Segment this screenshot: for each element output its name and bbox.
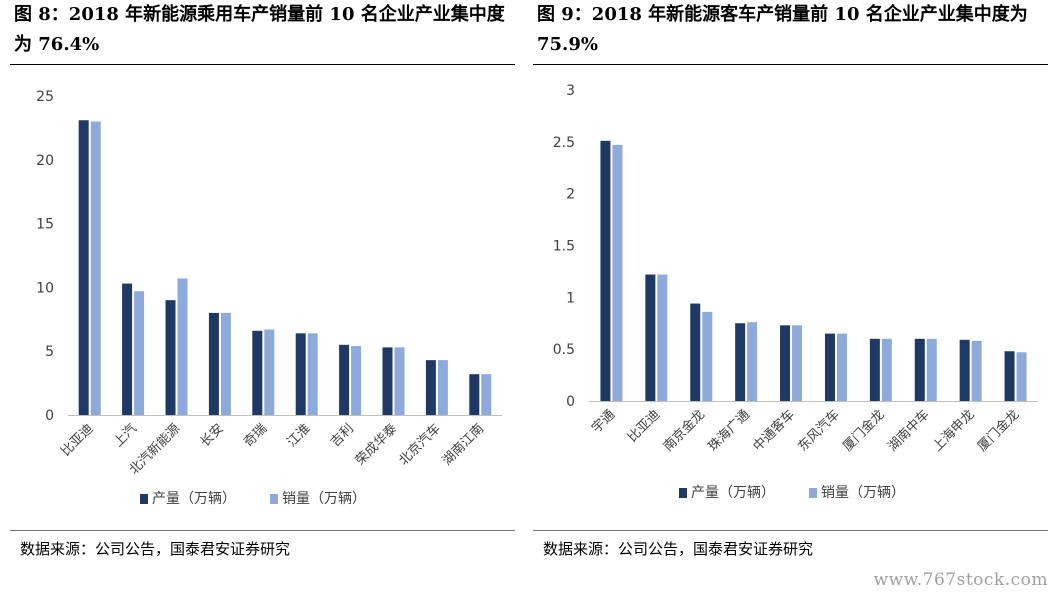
bar-production [735, 323, 746, 401]
figure-8-source: 数据来源：公司公告，国泰君安证券研究 [20, 540, 291, 558]
bar-production [824, 333, 835, 401]
legend-swatch-production [140, 494, 148, 504]
bar-sales [836, 333, 847, 401]
figure-8-title: 图 8：2018 年新能源乘用车产销量前 10 名企业产业集中度为 76.4% [14, 4, 505, 55]
figure-9-source: 数据来源：公司公告，国泰君安证券研究 [543, 540, 814, 558]
bar-production [869, 338, 880, 401]
right-panel: 图 9：2018 年新能源客车产销量前 10 名企业产业集中度为 75.9% 0… [533, 0, 1048, 558]
x-tick-label: 长安 [198, 421, 227, 450]
figure-9-title: 图 9：2018 年新能源客车产销量前 10 名企业产业集中度为 75.9% [537, 4, 1028, 55]
bar-sales [1016, 352, 1027, 401]
bar-sales [971, 340, 982, 401]
x-tick-label: 北京汽车 [396, 421, 444, 469]
legend-swatch-sales [270, 494, 278, 504]
x-tick-label: 厦门金龙 [840, 407, 888, 455]
bar-sales [351, 346, 362, 415]
bar-sales [612, 144, 623, 401]
bar-production [295, 333, 306, 415]
bottom-rule [10, 530, 515, 531]
legend-label-production: 产量（万辆） [691, 485, 775, 501]
y-tick-label: 3 [566, 83, 575, 99]
y-tick-label: 2.5 [553, 135, 575, 151]
left-panel: 图 8：2018 年新能源乘用车产销量前 10 名企业产业集中度为 76.4% … [10, 0, 515, 558]
bar-production [382, 347, 393, 415]
x-tick-label: 东风汽车 [795, 407, 843, 455]
y-tick-label: 10 [36, 280, 54, 296]
y-tick-label: 25 [36, 89, 54, 105]
bar-sales [926, 338, 937, 401]
top-rule [533, 64, 1048, 65]
x-tick-label: 上海申龙 [930, 407, 977, 454]
bar-production [339, 344, 350, 415]
bar-production [914, 338, 925, 401]
y-tick-label: 2 [566, 187, 575, 203]
legend-label-production: 产量（万辆） [152, 491, 236, 507]
x-tick-label: 上汽 [111, 421, 140, 450]
bar-sales [220, 312, 231, 415]
bar-production [165, 300, 176, 415]
bar-sales [881, 338, 892, 401]
bar-sales [394, 347, 405, 415]
y-tick-label: 1 [566, 290, 575, 306]
x-tick-label: 江淮 [285, 421, 314, 450]
watermark: www.767stock.com [873, 570, 1048, 590]
x-tick-label: 湖南中车 [884, 407, 932, 455]
bar-sales [792, 325, 803, 401]
bar-sales [177, 278, 188, 415]
bar-production [425, 360, 436, 415]
legend-label-sales: 销量（万辆） [282, 491, 366, 507]
x-tick-label: 宇通 [589, 407, 618, 436]
bar-production [780, 325, 791, 401]
x-tick-label: 比亚迪 [58, 421, 96, 459]
y-tick-label: 5 [45, 344, 54, 360]
bar-production [122, 283, 133, 415]
bar-production [645, 274, 656, 401]
x-tick-label: 厦门金龙 [974, 407, 1022, 455]
bar-production [600, 140, 611, 401]
x-tick-label: 湖南江南 [439, 421, 487, 469]
legend-swatch-sales [809, 488, 817, 498]
y-tick-label: 15 [36, 217, 54, 233]
bottom-rule [533, 530, 1048, 531]
x-tick-label: 奇瑞 [240, 421, 270, 451]
x-tick-label: 南京金龙 [660, 407, 708, 455]
bar-sales [264, 329, 275, 415]
legend-label-sales: 销量（万辆） [821, 485, 905, 501]
bar-production [1004, 351, 1015, 401]
x-tick-label: 比亚迪 [625, 407, 663, 445]
x-tick-label: 吉利 [328, 421, 357, 450]
bar-sales [481, 374, 492, 415]
bar-production [252, 330, 263, 415]
top-rule [10, 64, 515, 65]
y-tick-label: 20 [36, 153, 54, 169]
y-tick-label: 1.5 [553, 239, 575, 255]
x-tick-label: 中通客车 [750, 407, 798, 455]
bar-sales [134, 291, 145, 415]
y-tick-label: 0 [45, 408, 54, 424]
y-tick-label: 0.5 [553, 342, 575, 358]
bar-sales [657, 274, 668, 401]
bar-sales [702, 311, 713, 401]
bar-sales [437, 360, 448, 415]
legend-swatch-production [679, 488, 687, 498]
y-tick-label: 0 [566, 394, 575, 410]
bar-production [959, 339, 970, 401]
bar-sales [90, 121, 101, 415]
bar-production [469, 374, 480, 415]
bar-sales [747, 322, 758, 401]
bar-production [690, 303, 701, 401]
bar-sales [307, 333, 318, 415]
bar-production [78, 120, 89, 415]
bar-production [208, 312, 219, 415]
x-tick-label: 珠海广通 [706, 407, 753, 454]
x-tick-label: 荣成华泰 [353, 421, 400, 468]
